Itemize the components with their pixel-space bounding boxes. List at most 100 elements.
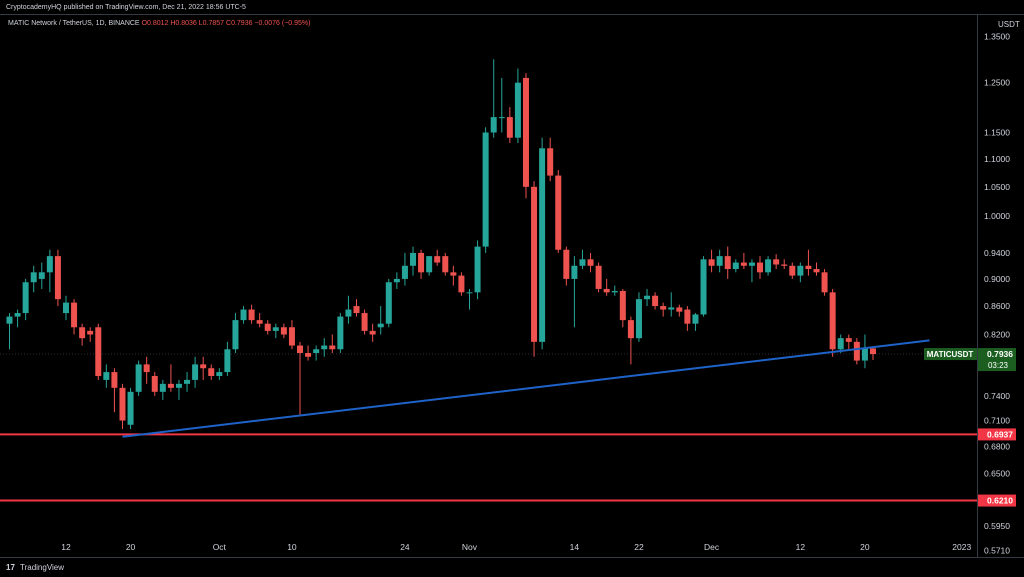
candle-body [393,278,400,283]
candle-body [474,246,481,293]
candle-body [692,314,699,324]
last-price-label: 0.7936 [987,349,1013,359]
symbol-tag-label: MATICUSDT [927,350,974,359]
candle-body [442,256,449,273]
published-caption: CryptocademyHQ published on TradingView.… [6,4,246,11]
candle-body [748,262,755,266]
candle-body [321,345,328,350]
candle-body [498,117,505,119]
candle-body [264,323,271,331]
candle-body [111,372,118,388]
candle-body [305,353,312,357]
candle-body [869,348,876,355]
candle-body [539,148,546,342]
x-tick-label: Nov [462,542,478,552]
candle-body [619,290,626,321]
candle-body [716,256,723,266]
candle-body [740,262,747,266]
candle-body [563,249,570,279]
candle-body [853,341,860,361]
candle-body [135,364,142,392]
x-tick-label: 14 [570,542,580,552]
candle-body [62,302,69,314]
candle-body [369,330,376,335]
candle-body [297,345,304,354]
candle-body [781,264,788,266]
candle-body [482,132,489,247]
candle-body [95,327,102,376]
symbol-tag-box [924,348,977,361]
candle-body [288,327,295,346]
candle-body [14,313,21,317]
y-tick-label: 0.5950 [984,521,1010,531]
y-tick-label: 1.0500 [984,182,1010,192]
candle-body [224,349,231,373]
candle-body [159,383,166,392]
candle-body [151,375,158,392]
support-price-label: 0.6210 [987,496,1013,506]
x-tick-label: Dec [704,542,720,552]
candle-body [38,272,45,279]
candle-body [450,272,457,276]
candle-body [79,327,86,339]
candle-body [611,290,618,293]
y-tick-label: 1.2500 [984,78,1010,88]
symbol-legend[interactable]: MATIC Network / TetherUS, 1D, BINANCE O0… [8,20,310,27]
candle-body [248,309,255,321]
x-tick-label: 12 [796,542,806,552]
y-tick-label: 1.3500 [984,32,1010,42]
candle-body [490,117,497,133]
candle-body [143,364,150,373]
candle-body [514,82,521,138]
x-tick-label: 2023 [952,542,971,552]
candle-body [216,372,223,376]
candle-body [587,259,594,266]
candle-body [773,259,780,265]
y-tick-label: 0.8600 [984,301,1010,311]
candle-body [361,313,368,331]
candle-body [345,309,352,317]
candle-body [54,256,61,300]
ohlc-values: O0.8012 H0.8036 L0.7857 C0.7936 −0.0076 … [141,20,311,27]
x-tick-label: 22 [634,542,644,552]
candle-body [861,348,868,361]
candle-body [845,338,852,342]
symbol-title[interactable]: MATIC Network / TetherUS, 1D, BINANCE [8,20,140,27]
candle-body [571,265,578,279]
candle-body [676,307,683,312]
y-tick-label: 1.0000 [984,211,1010,221]
candle-body [635,299,642,339]
price-axis-currency[interactable]: USDT [998,20,1020,29]
candle-body [232,320,239,350]
y-tick-label: 0.7400 [984,391,1010,401]
support-price-label: 0.6937 [987,429,1013,439]
y-tick-label: 0.9000 [984,274,1010,284]
candle-body [579,259,586,266]
candle-body [797,265,804,276]
tradingview-logo-icon[interactable]: 17 [6,563,15,572]
candle-body [821,272,828,293]
candle-body [30,272,37,283]
tradingview-footer[interactable]: 17 TradingView [6,563,64,572]
x-tick-label: 20 [860,542,870,552]
candle-body [547,148,554,176]
candle-body [410,252,416,266]
trendline [122,339,930,438]
candle-body [724,256,731,270]
y-tick-label: 0.8200 [984,330,1010,340]
candle-body [71,302,78,328]
candle-body [240,309,247,321]
candle-body [103,372,110,380]
candle-body [22,282,29,314]
top-divider [0,14,1024,15]
candle-body [805,265,812,270]
candle-body [167,383,174,388]
candle-body [668,307,675,310]
candle-body [46,256,53,273]
y-tick-label: 0.5710 [984,546,1010,556]
candle-body [418,252,425,273]
candle-body [208,368,215,376]
tradingview-brand[interactable]: TradingView [19,563,65,572]
